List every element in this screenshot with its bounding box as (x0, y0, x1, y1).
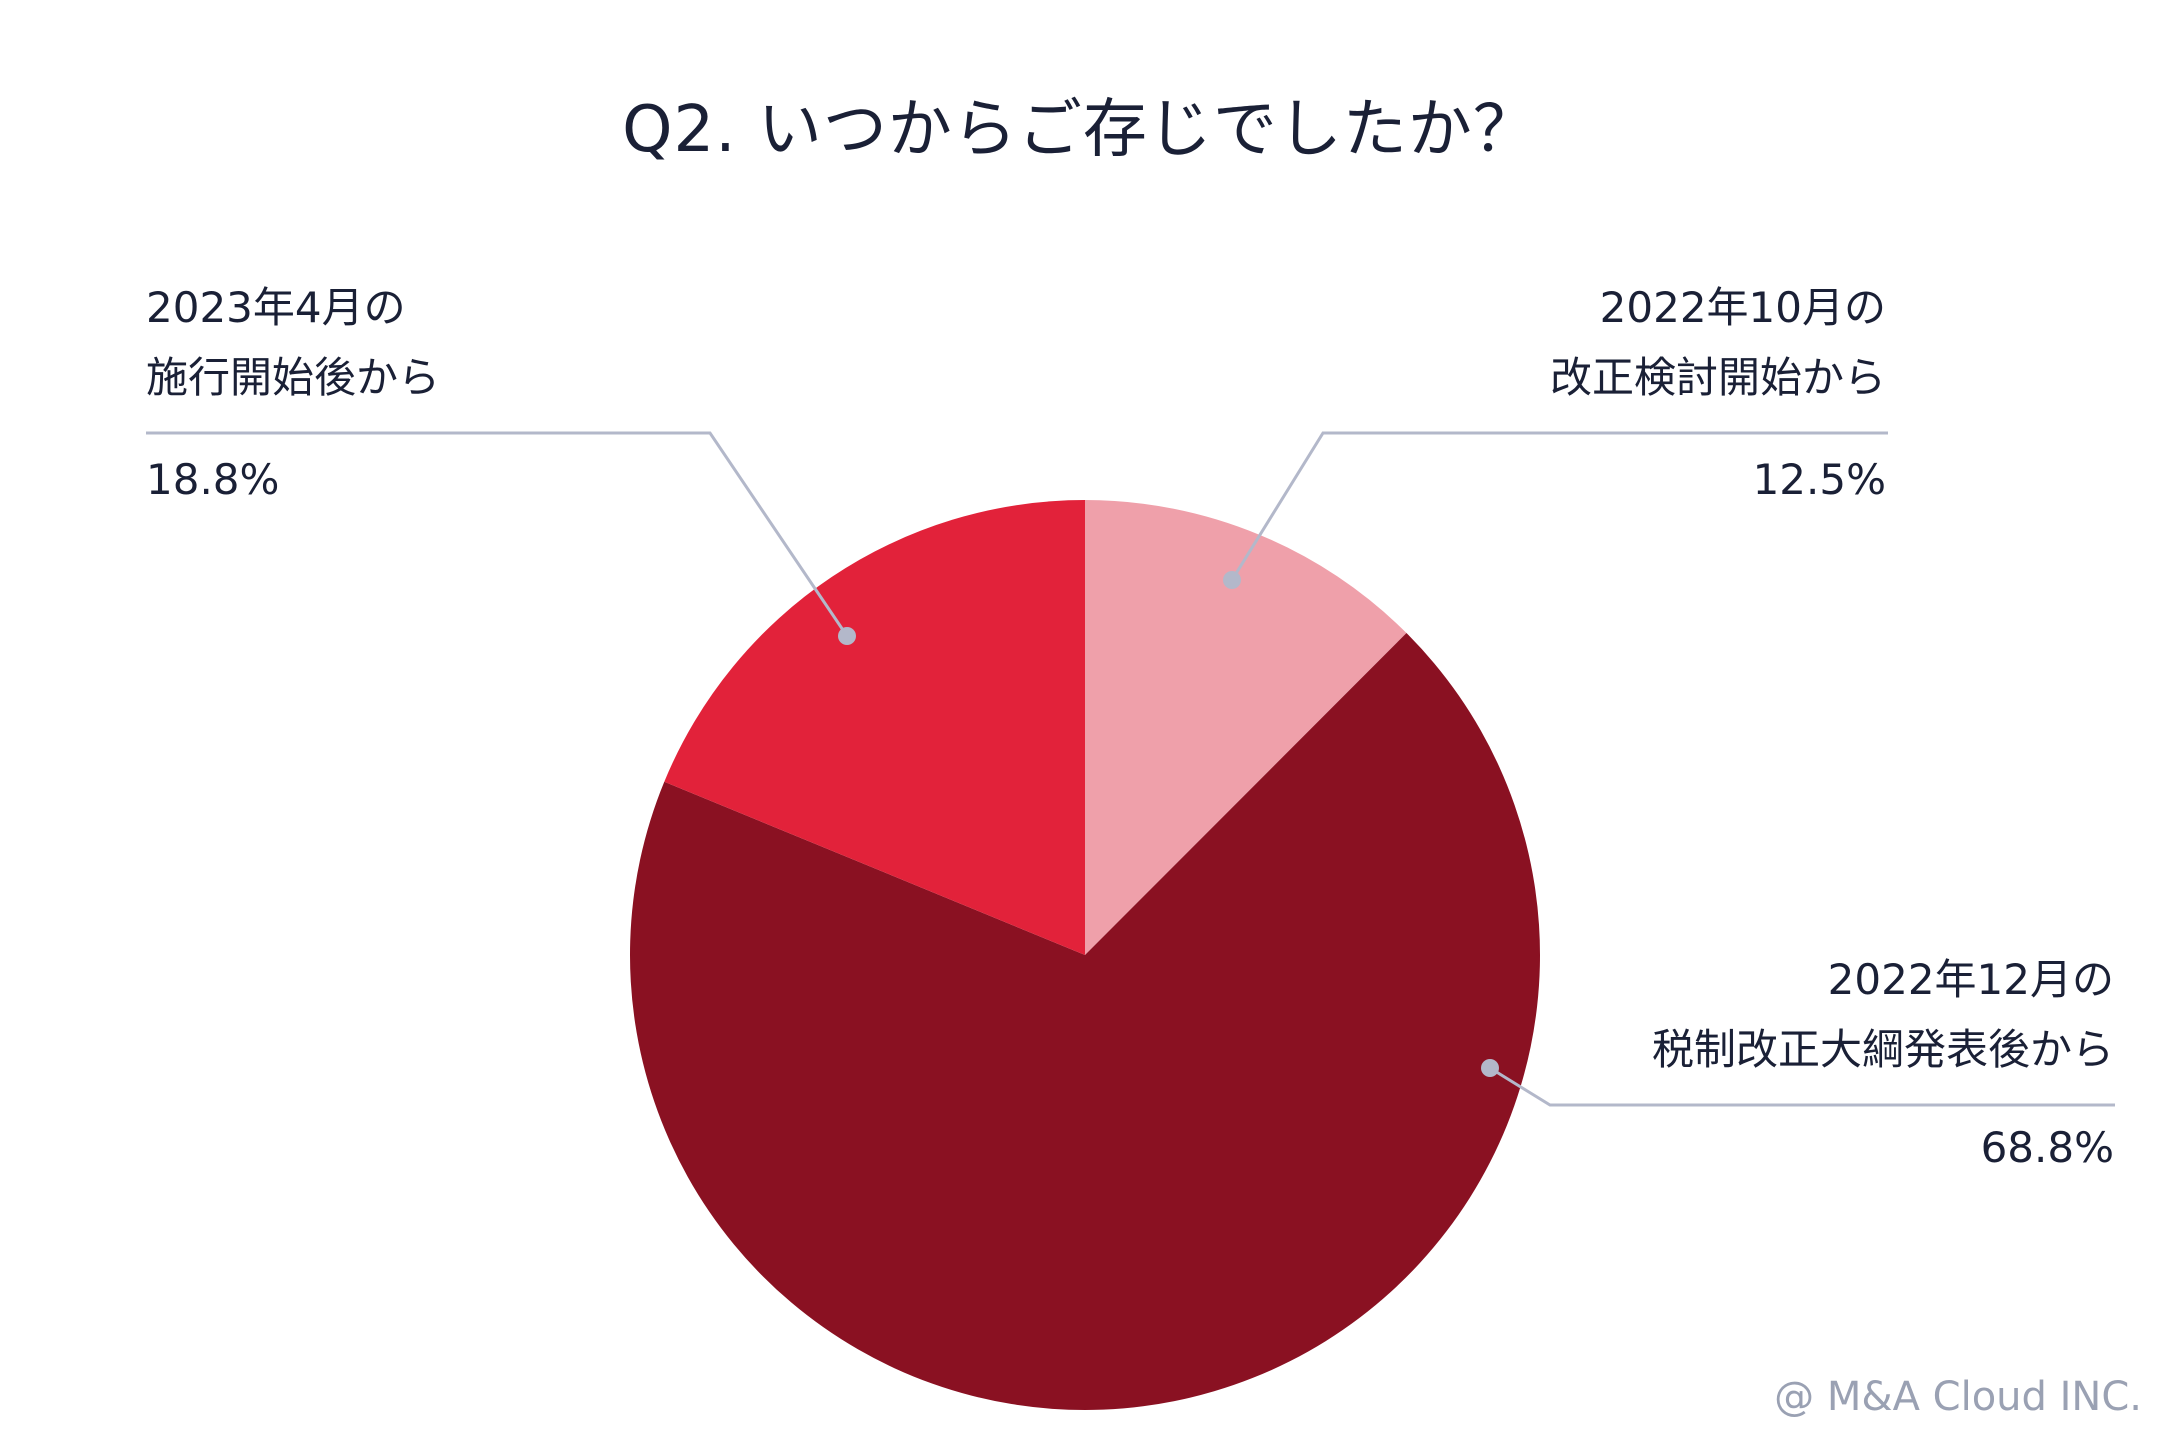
slice-value-oct-2022: 12.5% (1752, 455, 1886, 504)
leader-line-0 (1230, 431, 1888, 581)
leader-line-1 (1489, 1066, 2115, 1107)
chart-title: Q2. いつからご存じでしたか？ (622, 93, 1538, 167)
pie-slice-0 (1085, 500, 1407, 955)
pie-slice-2 (664, 500, 1085, 955)
slice-label-oct-2022: 2022年10月の 改正検討開始から (1550, 273, 1886, 413)
slice-value-apr-2023: 18.8% (146, 455, 280, 504)
leader-dot-1 (1481, 1059, 1499, 1077)
slice-label-line1: 2022年10月の (1599, 283, 1886, 332)
slice-value-dec-2022: 68.8% (1980, 1123, 2114, 1172)
leader-dot-2 (838, 627, 856, 645)
copyright-text: @ M&A Cloud INC. (1774, 1374, 2142, 1420)
slice-label-apr-2023: 2023年4月の 施行開始後から (146, 273, 440, 413)
pie-slices (630, 500, 1541, 1410)
leader-lines (146, 431, 2115, 1107)
slice-label-line1: 2022年12月の (1827, 955, 2114, 1004)
slice-label-line2: 税制改正大綱発表後から (1651, 1025, 2114, 1074)
slice-label-line2: 施行開始後から (146, 353, 441, 402)
slice-label-line1: 2023年4月の (146, 283, 406, 332)
leader-dot-0 (1223, 571, 1241, 589)
slice-label-line2: 改正検討開始から (1549, 353, 1886, 402)
pie-slice-1 (630, 633, 1541, 1410)
slice-label-dec-2022: 2022年12月の 税制改正大綱発表後から (1652, 945, 2114, 1085)
leader-line-2 (146, 431, 849, 637)
